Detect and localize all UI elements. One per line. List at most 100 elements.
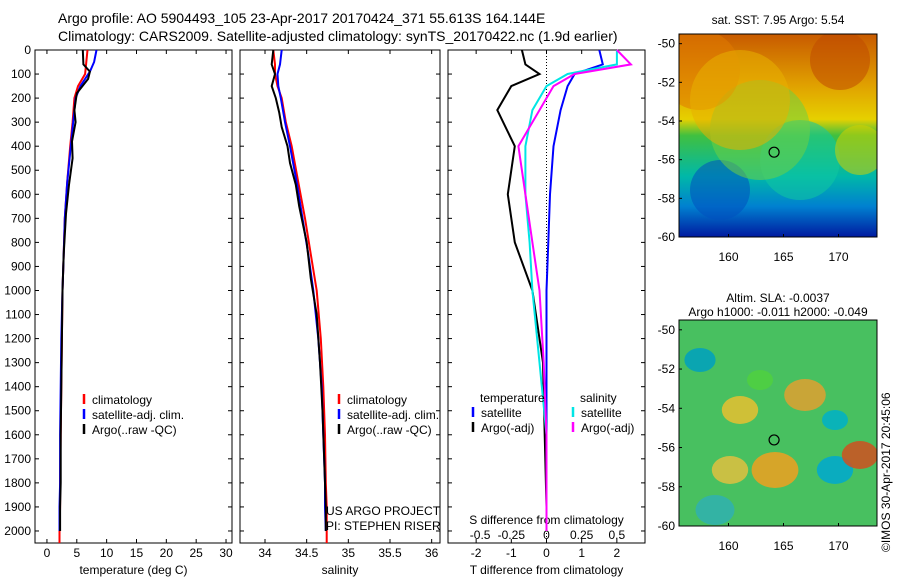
- salinity-diff-tick-label: 0: [543, 528, 550, 542]
- salinity-xtick-label: 35: [342, 546, 356, 560]
- lat-tick-label: -52: [658, 362, 676, 376]
- depth-tick-label: 200: [11, 91, 31, 105]
- legend-entry-0: climatology: [347, 393, 407, 407]
- project-annotation-0: US ARGO PROJECT: [326, 504, 441, 518]
- difference-xtick-label: -2: [471, 546, 482, 560]
- salinity-xtick-label: 36: [425, 546, 439, 560]
- temperature-xtick-label: 25: [190, 546, 204, 560]
- temperature-frame: [34, 49, 233, 544]
- temperature-xtick-label: 15: [130, 546, 144, 560]
- difference-xtick-label: -1: [506, 546, 517, 560]
- difference-legend: temperaturesatelliteArgo(-adj)salinitysa…: [471, 391, 634, 435]
- difference-xlabel: T difference from climatology: [470, 563, 624, 577]
- depth-tick-label: 1900: [4, 500, 31, 514]
- difference-xtick-label: 0: [543, 546, 550, 560]
- map-sst_map: -50 -52 -54 -56 -58 -60 160 165 170: [658, 33, 878, 264]
- depth-tick-label: 900: [11, 259, 31, 273]
- sst_map-frame: [678, 33, 878, 238]
- sla-patch: [695, 495, 735, 525]
- lon-tick-label: 170: [828, 539, 848, 553]
- series-line-argo-raw-qc-: [59, 49, 91, 531]
- panel-salinity: 34 34.5 35 35.5 36 salinity: [239, 49, 441, 577]
- map-sla_map: -50 -52 -54 -56 -58 -60 160 165 170: [658, 319, 878, 553]
- temperature-xtick-label: 10: [100, 546, 114, 560]
- lat-tick-label: -50: [658, 323, 676, 337]
- salinity-xtick-label: 34.5: [295, 546, 319, 560]
- salinity-diff-tick-label: 0.25: [570, 528, 594, 542]
- temperature-xtick-label: 20: [160, 546, 174, 560]
- sla-patch: [841, 441, 877, 469]
- lon-tick-label: 165: [773, 250, 793, 264]
- salinity-xtick-label: 35.5: [378, 546, 402, 560]
- legend-entry-2: Argo(..raw -QC): [347, 423, 432, 437]
- temperature-xtick-label: 0: [44, 546, 51, 560]
- depth-tick-label: 2000: [4, 524, 31, 538]
- sla-map-title: Altim. SLA: -0.0037: [726, 291, 830, 305]
- difference-xtick-label: 1: [578, 546, 585, 560]
- sla-patch: [721, 396, 759, 424]
- salinity-diff-tick-label: 0.5: [609, 528, 626, 542]
- header-line-1: Argo profile: AO 5904493_105 23-Apr-2017…: [58, 10, 546, 26]
- temperature-xlabel: temperature (deg C): [79, 563, 187, 577]
- lat-tick-label: -52: [658, 75, 676, 89]
- sla_map-frame: [678, 319, 878, 527]
- depth-tick-label: 100: [11, 67, 31, 81]
- depth-tick-label: 1800: [4, 476, 31, 490]
- sst-patch: [690, 50, 790, 150]
- lon-tick-label: 165: [773, 539, 793, 553]
- salinity-xtick-label: 34: [258, 546, 272, 560]
- sla-patch: [684, 348, 716, 372]
- lat-tick-label: -56: [658, 441, 676, 455]
- legend-group-title-0: temperature: [480, 391, 545, 405]
- legend-group-title-1: salinity: [580, 391, 617, 405]
- depth-tick-label: 1400: [4, 380, 31, 394]
- lat-tick-label: -58: [658, 191, 676, 205]
- temperature-xtick-label: 5: [73, 546, 80, 560]
- sla-patch: [822, 410, 848, 430]
- panel-temperature: 0100200300400500600700800900100011001200…: [4, 43, 233, 577]
- lat-tick-label: -56: [658, 153, 676, 167]
- sst-patch: [810, 34, 870, 90]
- sla-patch: [711, 456, 749, 484]
- lat-tick-label: -54: [658, 401, 676, 415]
- depth-tick-label: 1000: [4, 283, 31, 297]
- depth-tick-label: 700: [11, 211, 31, 225]
- lat-tick-label: -54: [658, 114, 676, 128]
- legend-entry-1: satellite-adj. clim.: [347, 408, 439, 422]
- header-line-2: Climatology: CARS2009. Satellite-adjuste…: [58, 28, 618, 44]
- depth-tick-label: 800: [11, 235, 31, 249]
- sla-patch: [751, 452, 799, 488]
- sst-map-title: sat. SST: 7.95 Argo: 5.54: [712, 13, 845, 27]
- sst-patch: [835, 125, 877, 175]
- depth-tick-label: 600: [11, 187, 31, 201]
- salinity-xlabel: salinity: [322, 563, 359, 577]
- sla-patch: [784, 379, 826, 411]
- depth-tick-label: 1300: [4, 356, 31, 370]
- sla-map-subtitle: Argo h1000: -0.011 h2000: -0.049: [688, 305, 868, 319]
- project-annotation-1: PI: STEPHEN RISER: [326, 519, 441, 533]
- lon-tick-label: 170: [828, 250, 848, 264]
- sla_map-field: [679, 320, 877, 526]
- lat-tick-label: -50: [658, 37, 676, 51]
- depth-tick-label: 1700: [4, 452, 31, 466]
- series-line-salinity-argo-adj-: [517, 49, 633, 531]
- depth-tick-label: 0: [24, 43, 31, 57]
- profile-location-marker: [768, 434, 780, 446]
- legend-entry-1: satellite-adj. clim.: [92, 408, 184, 422]
- lon-tick-label: 160: [718, 250, 738, 264]
- depth-tick-label: 300: [11, 115, 31, 129]
- depth-tick-label: 500: [11, 163, 31, 177]
- depth-tick-label: 1200: [4, 332, 31, 346]
- legend-entry-2: Argo(..raw -QC): [92, 423, 177, 437]
- depth-tick-label: 1500: [4, 404, 31, 418]
- sst-patch: [690, 160, 750, 220]
- lat-tick-label: -60: [658, 519, 676, 533]
- salinity-diff-tick-label: -0.5: [470, 528, 491, 542]
- depth-tick-label: 1100: [5, 308, 31, 322]
- sst_map-field: [679, 34, 877, 237]
- lon-tick-label: 160: [718, 539, 738, 553]
- legend-entry: satellite: [581, 406, 622, 420]
